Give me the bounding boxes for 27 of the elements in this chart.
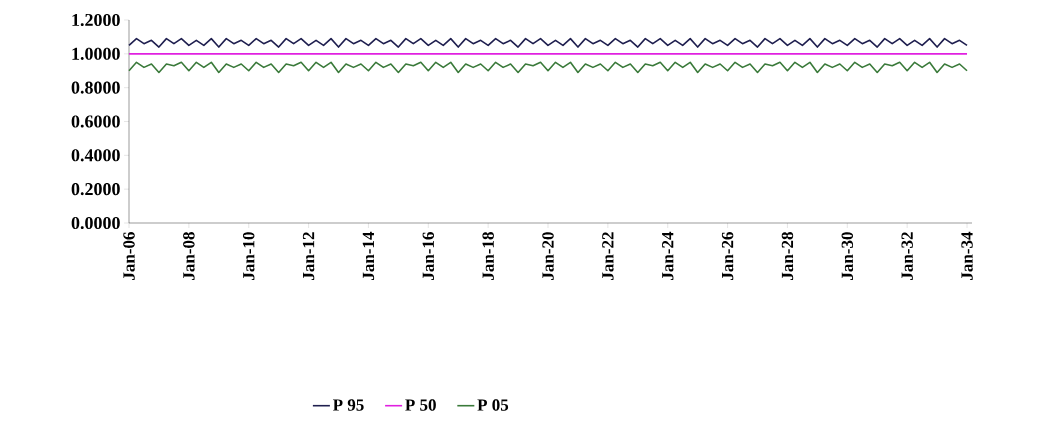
line-series [128,61,968,74]
x-tick-label: Jan-18 [482,232,494,280]
x-tick-label: Jan-30 [841,232,854,280]
y-tick-label: 0.6000 [71,115,120,128]
x-tick-label: Jan-16 [422,232,435,280]
x-tick-label: Jan-06 [123,232,135,280]
x-tick-label: Jan-22 [602,232,614,280]
x-tick-label: Jan-12 [302,232,315,280]
y-tick-label: 1.0000 [72,47,120,60]
x-tick-label: Jan-14 [362,231,375,280]
y-tick-label: 1.2000 [72,13,120,27]
x-tick-label: Jan-34 [961,231,973,280]
x-tick-label: Jan-32 [901,232,913,280]
legend-label: P 05 [477,399,509,411]
x-tick-label: Jan-10 [242,232,255,280]
y-tick-label: 0.4000 [71,149,120,162]
x-tick-label: Jan-08 [183,232,195,280]
x-tick-label: Jan-20 [542,232,554,280]
y-tick-label: 0.0000 [71,216,120,230]
y-tick-label: 0.8000 [71,81,120,94]
x-tick-label: Jan-24 [662,231,674,280]
x-tick-label: Jan-26 [721,232,734,280]
legend-label: P 95 [332,399,364,411]
y-tick-label: 0.2000 [71,183,120,196]
legend-label: P 50 [405,399,436,411]
line-series [128,37,968,48]
x-tick-label: Jan-28 [781,232,794,280]
